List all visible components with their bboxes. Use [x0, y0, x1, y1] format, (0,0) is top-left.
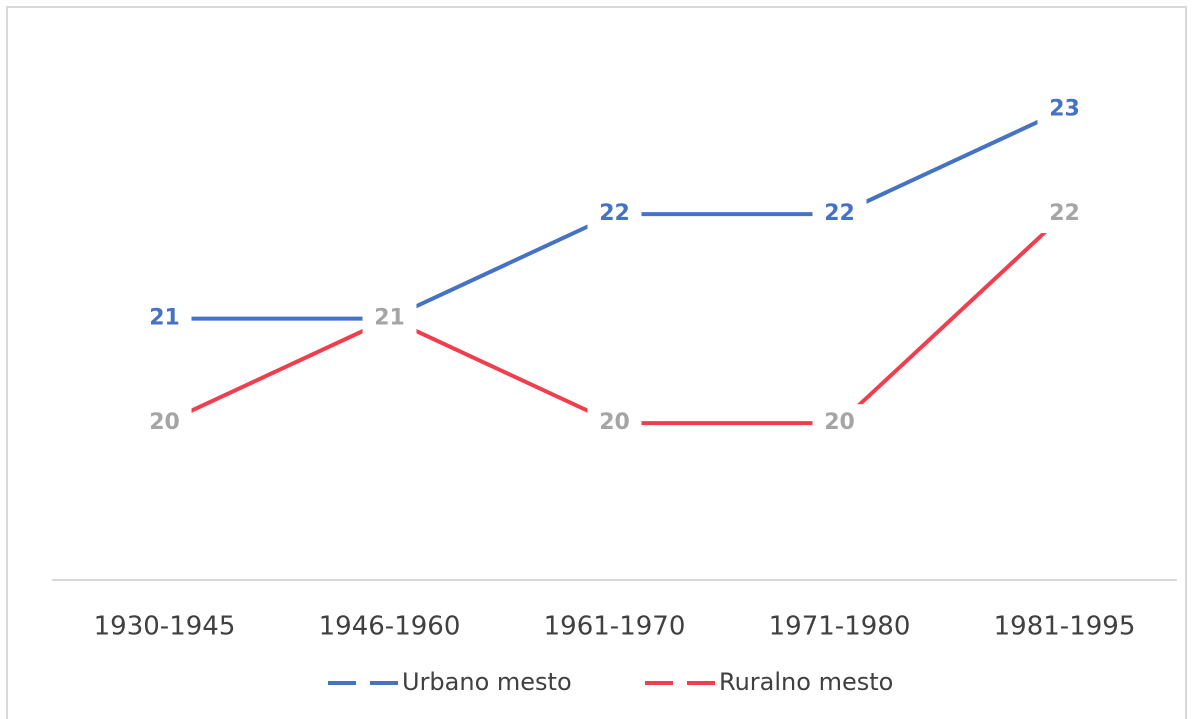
- label-background: [1037, 195, 1092, 234]
- chart-frame: [6, 6, 1187, 719]
- data-label: 21: [149, 306, 180, 331]
- label-background: [812, 195, 867, 234]
- label-background: [812, 404, 867, 443]
- data-label: 22: [599, 201, 630, 226]
- data-label: 22: [824, 201, 855, 226]
- x-tick-label: 1971-1980: [769, 612, 911, 642]
- legend-label: Urbano mesto: [402, 668, 572, 696]
- data-label: 22: [1049, 201, 1080, 226]
- label-background: [362, 299, 417, 338]
- data-label: 20: [599, 410, 630, 435]
- legend-label: Ruralno mesto: [719, 668, 893, 696]
- x-tick-label: 1946-1960: [319, 612, 461, 642]
- x-tick-label: 1961-1970: [544, 612, 686, 642]
- label-background: [587, 195, 642, 234]
- data-label: 21: [374, 306, 405, 331]
- x-tick-label: 1930-1945: [94, 612, 236, 642]
- data-label: 20: [149, 410, 180, 435]
- label-background: [137, 404, 192, 443]
- data-label: 20: [824, 410, 855, 435]
- data-label: 23: [1049, 97, 1080, 122]
- label-background: [137, 299, 192, 338]
- label-background: [587, 404, 642, 443]
- x-tick-label: 1981-1995: [994, 612, 1136, 642]
- label-background: [1037, 90, 1092, 129]
